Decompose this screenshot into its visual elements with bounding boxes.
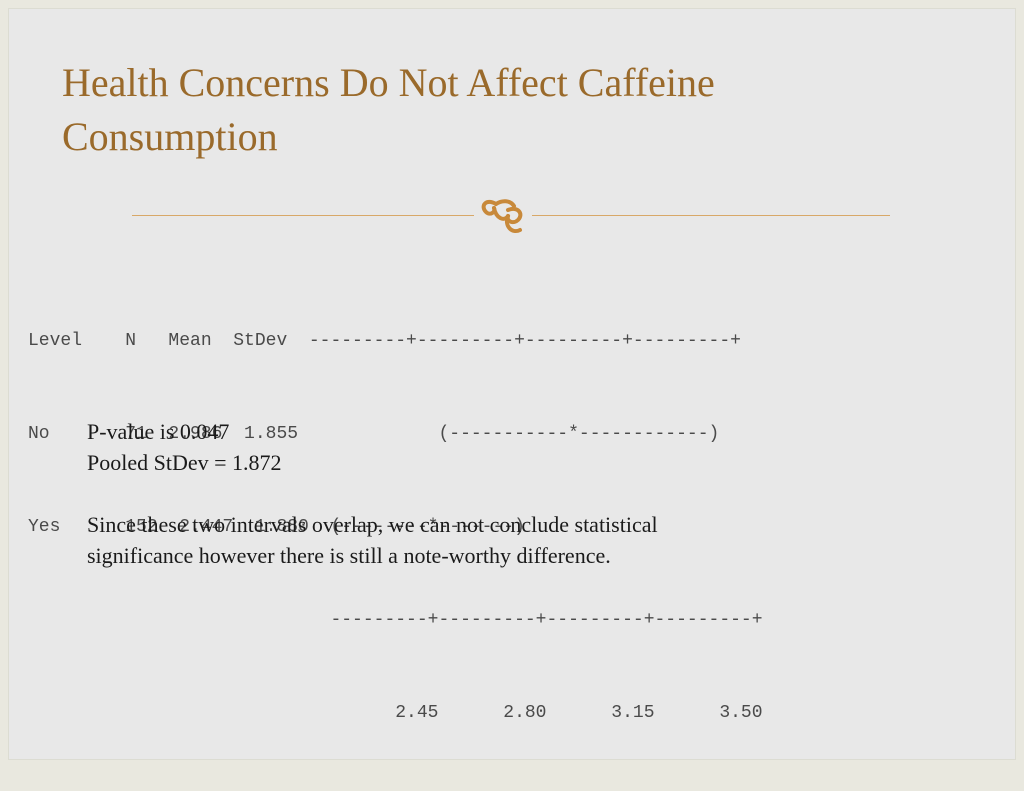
output-row-no: No 71 2.986 1.855 (-----------*---------…: [28, 424, 720, 444]
title-line-2: Consumption: [62, 114, 278, 159]
slide: Health Concerns Do Not Affect Caffeine C…: [8, 8, 1016, 760]
anova-output: Level N Mean StDev ---------+---------+-…: [28, 264, 763, 791]
conclusion-line-2: significance however there is still a no…: [87, 543, 611, 568]
pooled-stdev-text: Pooled StDev = 1.872: [87, 450, 282, 475]
pvalue-text: P-value is 0.047: [87, 419, 230, 444]
swirl-ornament-icon: [474, 192, 532, 238]
output-axis-line: ---------+---------+---------+---------+: [28, 610, 763, 630]
slide-body: P-value is 0.047 Pooled StDev = 1.872 Si…: [87, 416, 947, 571]
conclusion-line-1: Since these two intervals overlap, we ca…: [87, 512, 658, 537]
slide-title: Health Concerns Do Not Affect Caffeine C…: [62, 56, 942, 164]
output-axis-ticks: 2.45 2.80 3.15 3.50: [28, 703, 763, 723]
output-header: Level N Mean StDev ---------+---------+-…: [28, 331, 741, 351]
output-row-yes: Yes 152 2.447 1.880 (--------*-------): [28, 517, 525, 537]
title-line-1: Health Concerns Do Not Affect Caffeine: [62, 60, 715, 105]
